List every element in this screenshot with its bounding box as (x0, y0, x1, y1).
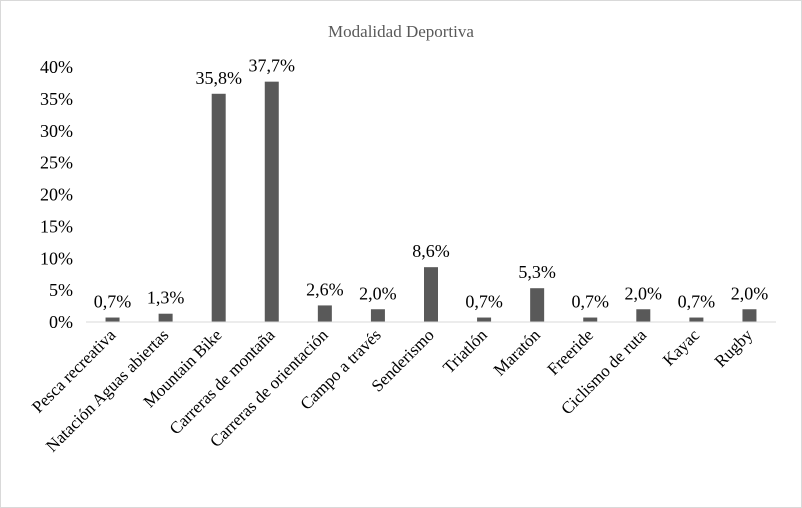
y-tick-label: 25% (40, 153, 73, 173)
x-tick-label: Kayac (659, 325, 703, 369)
data-label: 1,3% (147, 288, 185, 308)
bar (317, 305, 332, 322)
bar (477, 317, 492, 322)
bar (158, 313, 173, 322)
x-tick-label: Triatlón (439, 325, 491, 377)
y-tick-label: 5% (49, 280, 73, 300)
data-label: 8,6% (412, 241, 450, 261)
bar (742, 309, 757, 322)
bar (689, 317, 704, 322)
bar (105, 317, 120, 322)
data-label: 0,7% (94, 292, 132, 312)
data-label: 0,7% (465, 292, 503, 312)
bar (211, 93, 226, 323)
y-axis-ticks: 0% 5% 10% 15% 20% 25% 30% 35% 40% (40, 57, 73, 332)
bar (424, 267, 438, 322)
data-label: 2,0% (625, 283, 663, 303)
x-tick-label: Freeride (544, 325, 597, 378)
y-tick-label: 10% (40, 248, 73, 268)
y-tick-label: 40% (40, 57, 73, 77)
bar (530, 288, 545, 322)
bar (636, 309, 651, 322)
data-label: 0,7% (571, 292, 609, 312)
data-label: 2,0% (731, 283, 769, 303)
data-label: 0,7% (678, 292, 716, 312)
data-labels: 0,7% 1,3% 35,8% 37,7% 2,6% 2,0% 8,6% 0,7% 5,3% 0,… (94, 56, 768, 312)
y-tick-label: 0% (49, 312, 73, 332)
y-tick-label: 30% (40, 121, 73, 141)
bar (370, 309, 385, 322)
bars (105, 81, 757, 323)
x-tick-label: Rugby (711, 325, 757, 371)
data-label: 2,0% (359, 283, 397, 303)
y-tick-label: 35% (40, 89, 73, 109)
data-label: 2,6% (306, 279, 344, 299)
x-tick-label: Maratón (490, 325, 545, 380)
chart-title: Modalidad Deportiva (328, 22, 474, 41)
y-tick-label: 15% (40, 216, 73, 236)
data-label: 35,8% (195, 68, 242, 88)
y-tick-label: 20% (40, 185, 73, 205)
bar (264, 81, 279, 322)
data-label: 5,3% (518, 262, 556, 282)
data-label: 37,7% (249, 56, 296, 76)
bar (583, 317, 598, 322)
